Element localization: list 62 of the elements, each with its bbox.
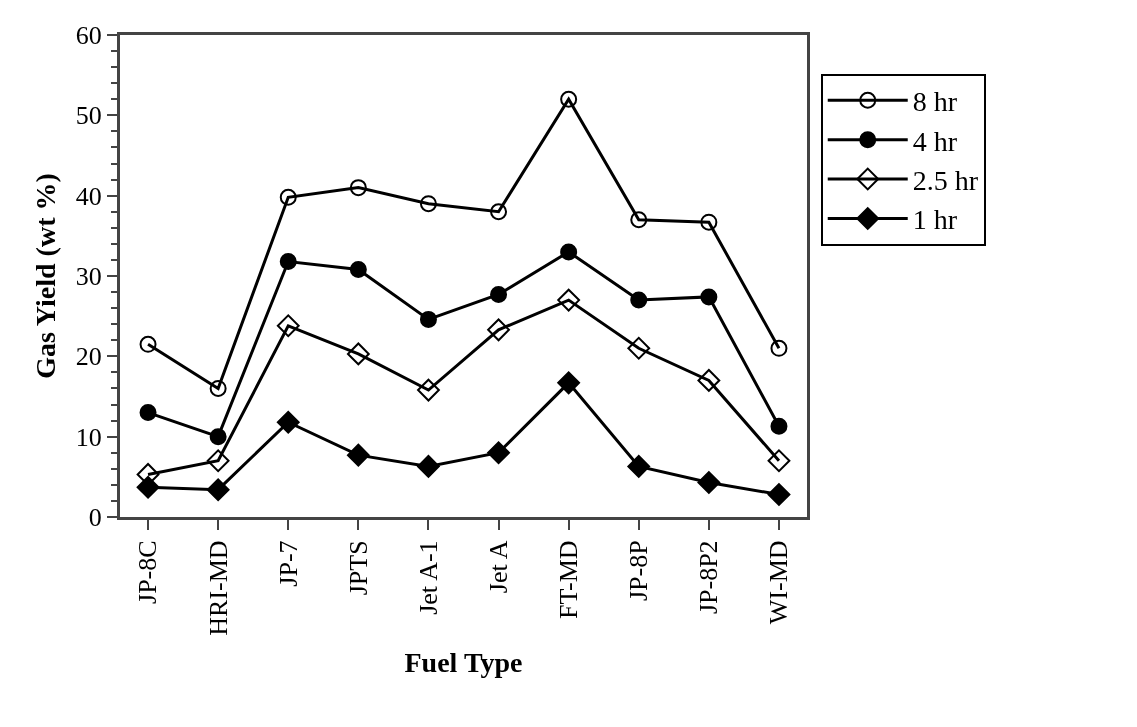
point xyxy=(627,336,651,360)
point xyxy=(417,378,440,402)
point xyxy=(630,291,648,309)
point xyxy=(139,404,157,422)
point xyxy=(627,454,651,478)
x-axis-title: Fuel Type xyxy=(404,646,523,678)
point xyxy=(490,285,508,303)
y-tick-label: 50 xyxy=(75,101,102,131)
x-tick-label: Jet A-1 xyxy=(413,540,443,615)
point xyxy=(417,454,440,478)
point xyxy=(700,213,718,231)
point xyxy=(487,318,510,342)
point xyxy=(346,342,370,366)
point xyxy=(349,261,367,279)
point xyxy=(206,478,230,502)
point xyxy=(770,339,788,357)
x-tick-label: FT-MD xyxy=(554,540,584,619)
point xyxy=(697,369,721,392)
x-tick-label: WI-MD xyxy=(764,540,794,625)
x-tick-label: HRI-MD xyxy=(203,540,233,636)
legend-label: 8 hr xyxy=(912,86,958,118)
y-tick-label: 10 xyxy=(75,422,102,452)
point xyxy=(770,417,788,435)
point xyxy=(419,195,437,213)
point xyxy=(560,243,578,261)
point xyxy=(346,443,370,467)
y-tick-label: 20 xyxy=(75,342,102,372)
point xyxy=(206,449,230,473)
y-tick-label: 40 xyxy=(75,181,102,211)
point xyxy=(419,310,437,328)
x-tick-label: JP-8C xyxy=(133,540,163,604)
x-tick-label: JP-8P xyxy=(624,540,654,602)
point xyxy=(139,335,157,353)
point xyxy=(560,90,578,108)
point xyxy=(490,203,508,221)
y-tick-label: 30 xyxy=(75,262,102,292)
point xyxy=(279,188,297,206)
point xyxy=(557,288,581,312)
point xyxy=(557,371,581,395)
point xyxy=(700,288,718,306)
x-tick-label: JPTS xyxy=(343,540,373,596)
point xyxy=(276,314,300,338)
y-tick-label: 0 xyxy=(88,503,102,533)
y-tick-label: 60 xyxy=(75,21,102,51)
point xyxy=(767,483,791,506)
x-tick-label: JP-7 xyxy=(273,540,303,587)
point xyxy=(209,428,227,446)
point xyxy=(697,471,721,494)
point xyxy=(276,410,300,434)
point xyxy=(136,475,160,499)
x-tick-label: Jet A xyxy=(484,540,513,594)
y-axis-title: Gas Yield (wt %) xyxy=(30,173,62,379)
point xyxy=(209,379,227,397)
legend-label: 2.5 hr xyxy=(912,164,979,196)
legend-label: 4 hr xyxy=(912,125,958,157)
legend-label: 1 hr xyxy=(912,204,958,236)
point xyxy=(767,449,791,473)
point xyxy=(630,211,648,229)
point xyxy=(487,441,510,465)
point xyxy=(349,179,367,197)
point xyxy=(279,253,297,271)
x-tick-label: JP-8P2 xyxy=(694,540,724,615)
